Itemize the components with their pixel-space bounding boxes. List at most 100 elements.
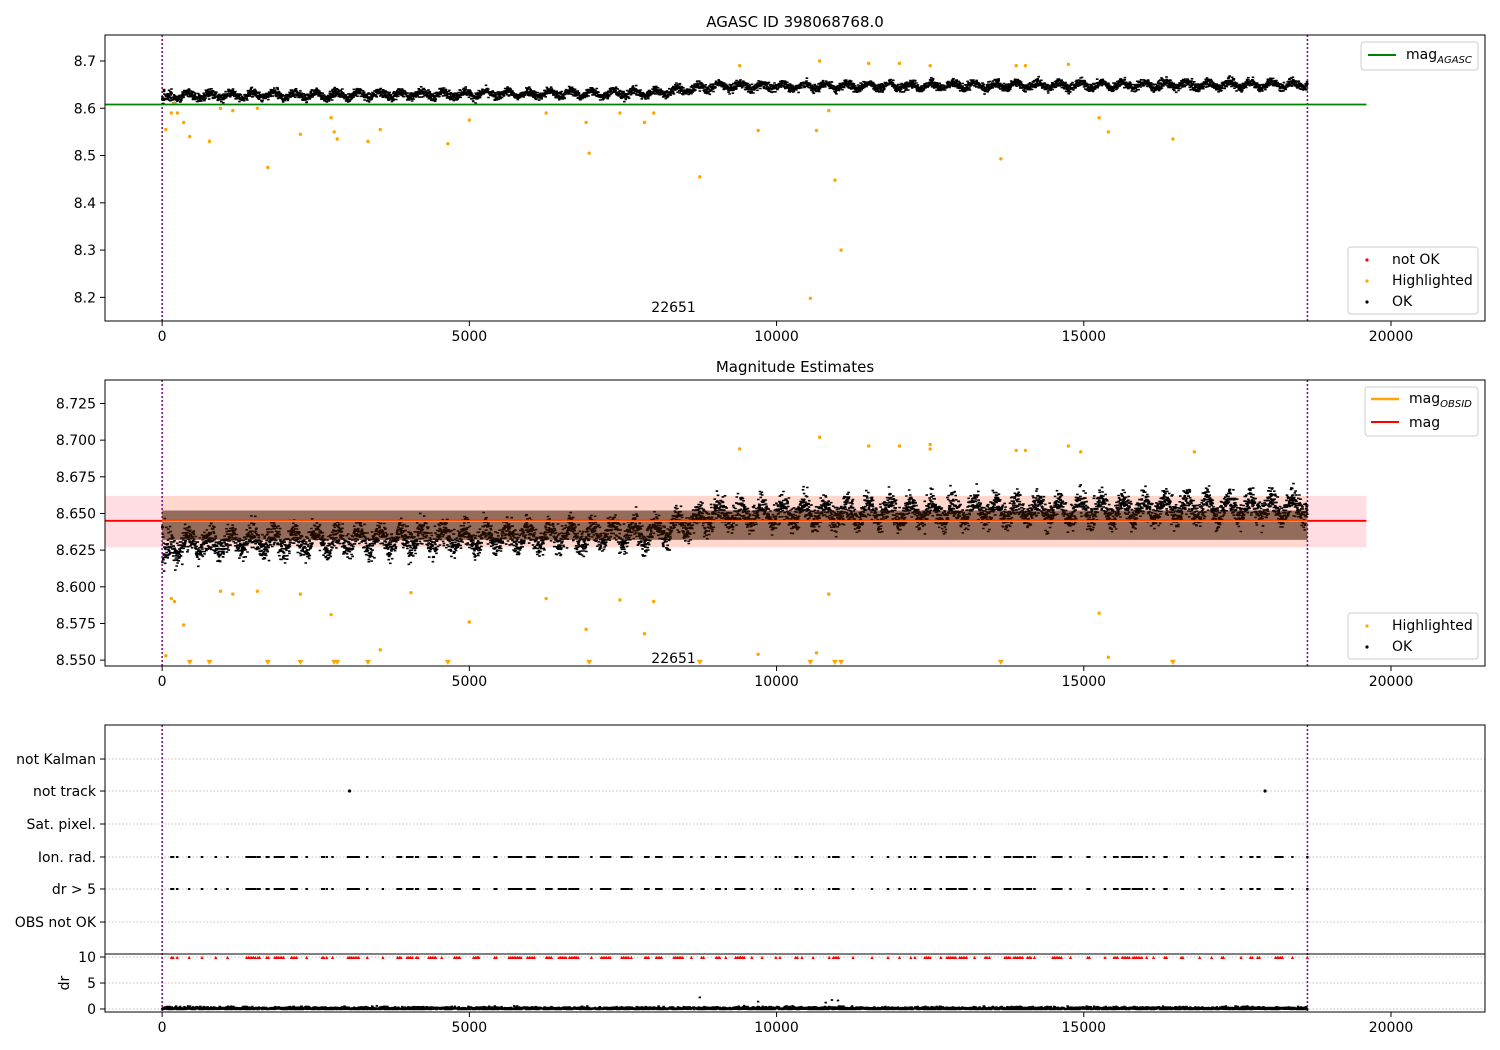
highlighted-point — [218, 589, 223, 593]
highlighted-point — [999, 157, 1003, 161]
y-tick-label: 8.5 — [74, 149, 96, 165]
highlighted-point — [833, 178, 837, 182]
highlighted-point — [1014, 64, 1018, 68]
highlighted-point — [329, 612, 333, 617]
highlighted-point — [738, 447, 742, 451]
highlighted-point — [839, 248, 843, 252]
highlighted-point — [1079, 450, 1083, 454]
legend-highlighted-label: Highlighted — [1392, 273, 1473, 289]
panel-flags-frame — [104, 724, 1486, 1013]
dr-tick-label: 0 — [87, 1002, 96, 1018]
highlighted-point — [827, 592, 831, 596]
highlighted-point — [928, 442, 932, 447]
highlighted-point — [231, 108, 235, 113]
panel-flags-axes: not Kalman not track Sat. pixel. Ion. rad. d… — [15, 752, 1414, 1036]
y-tick-label: 8.600 — [56, 580, 96, 596]
y-tick-label: 8.700 — [56, 433, 96, 449]
panel-agasc-legend-points: not OK Highlighted OK — [1347, 246, 1479, 315]
legend2-highlighted-label: Highlighted — [1392, 618, 1473, 634]
highlighted-point — [817, 435, 822, 439]
highlighted-point — [1106, 130, 1111, 134]
panel-agasc-frame — [104, 34, 1486, 322]
panel-mag-axes: 0 5000 10000 15000 20000 8.550 8.575 8.600 8.625… — [56, 396, 1413, 690]
panel-agasc-annotation: 22651 — [651, 300, 696, 316]
highlighted-point — [329, 116, 333, 120]
x-tick-label: 5000 — [452, 329, 488, 345]
panel-agasc: AGASC ID 398068768.0 0 5000 10000 15000 2000… — [74, 13, 1486, 345]
highlighted-point — [1192, 450, 1197, 454]
y-tick-label: 8.625 — [56, 543, 96, 559]
highlighted-point — [378, 127, 382, 132]
highlighted-point — [867, 61, 871, 66]
flag-label: OBS not OK — [15, 915, 97, 931]
highlighted-point — [255, 106, 260, 110]
flag-label: Ion. rad. — [38, 850, 96, 866]
x-tick-label: 5000 — [452, 1020, 488, 1036]
y-tick-label: 8.2 — [74, 290, 96, 306]
highlighted-point — [808, 296, 813, 301]
clipped-marker — [264, 659, 271, 665]
x-tick-label: 10000 — [754, 1020, 799, 1036]
y-tick-label: 8.550 — [56, 653, 96, 669]
highlighted-point — [175, 111, 180, 115]
highlighted-point — [207, 139, 212, 144]
panel-agasc-axes: 0 5000 10000 15000 20000 8.2 8.3 8.4 8.5 8.6 8.7 — [74, 54, 1414, 345]
highlighted-point — [651, 599, 656, 604]
highlighted-point — [409, 590, 413, 595]
highlighted-point — [181, 120, 186, 125]
legend-ok-label: OK — [1392, 294, 1413, 310]
flag-label: not Kalman — [16, 752, 96, 768]
highlighted-point — [298, 132, 303, 136]
legend-notok-marker — [1365, 258, 1369, 262]
highlighted-point — [1106, 655, 1111, 659]
clipped-marker — [1169, 659, 1176, 665]
legend-agasc-line-label: magAGASC — [1406, 47, 1472, 66]
highlighted-point — [231, 592, 235, 596]
clipped-marker — [444, 659, 451, 665]
highlighted-point — [181, 623, 186, 627]
legend2-ok-marker — [1365, 645, 1369, 649]
flag-label: not track — [33, 784, 97, 800]
highlighted-point — [467, 620, 472, 624]
highlighted-point — [164, 127, 168, 132]
highlighted-point — [738, 64, 742, 68]
dr-clipped-markers — [169, 955, 1309, 959]
highlighted-point — [814, 651, 819, 655]
y-tick-label: 8.3 — [74, 243, 96, 259]
highlighted-point — [1023, 448, 1028, 453]
highlighted-point — [332, 130, 336, 134]
not-track-point — [347, 789, 352, 793]
highlighted-point — [255, 589, 260, 593]
x-tick-label: 20000 — [1369, 674, 1414, 690]
highlighted-point — [897, 444, 902, 448]
highlighted-point — [827, 108, 831, 113]
panel-mag: Magnitude Estimates 0 5000 10000 15000 20000… — [56, 358, 1486, 690]
highlighted-point — [446, 142, 450, 146]
panel-agasc-title: AGASC ID 398068768.0 — [706, 13, 884, 31]
flag-label: dr > 5 — [52, 882, 96, 898]
x-tick-label: 10000 — [754, 674, 799, 690]
flag-label: Sat. pixel. — [27, 817, 96, 833]
dr-tick-label: 5 — [87, 976, 96, 992]
highlighted-point — [1023, 64, 1028, 68]
highlighted-point — [218, 106, 223, 110]
clipped-marker — [997, 659, 1004, 665]
clipped-marker — [364, 659, 371, 665]
not-track-point — [1263, 789, 1267, 793]
highlighted-point — [698, 175, 702, 179]
ion-rad-points — [170, 856, 1309, 858]
highlighted-point — [335, 137, 339, 141]
y-tick-label: 8.6 — [74, 101, 96, 117]
highlighted-point — [814, 128, 819, 133]
highlighted-point — [1014, 448, 1018, 453]
highlighted-point — [1097, 611, 1101, 615]
x-tick-label: 15000 — [1062, 674, 1107, 690]
highlighted-point — [544, 111, 548, 115]
panel-agasc-legend-lines: magAGASC — [1360, 41, 1479, 71]
highlighted-point — [266, 165, 270, 170]
highlighted-point — [366, 139, 370, 144]
x-tick-label: 0 — [158, 674, 167, 690]
legend2-highlighted-marker — [1365, 624, 1369, 628]
y-tick-label: 8.675 — [56, 470, 96, 486]
